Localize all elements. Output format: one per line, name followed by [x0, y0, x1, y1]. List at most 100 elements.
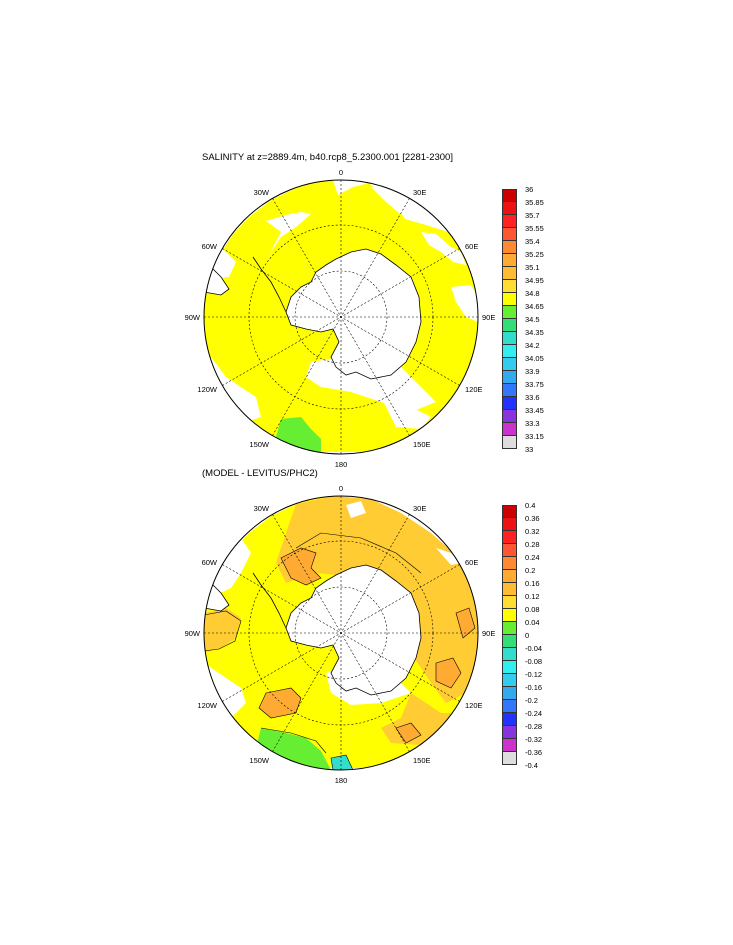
colorbar-swatch [502, 202, 517, 215]
map-border [203, 495, 479, 771]
colorbar-row: 0.04 [502, 618, 562, 635]
colorbar-tick: 35.55 [525, 224, 544, 233]
colorbar-swatch [502, 557, 517, 570]
missing-data [451, 285, 478, 322]
contour-line [295, 532, 422, 574]
colorbar: 0.4 0.36 0.32 0.28 0.24 0.2 0.16 0.12 0.08 0.04 0 -… [502, 501, 562, 770]
colorbar-tick: 34.65 [525, 302, 544, 311]
colorbar-swatch [502, 293, 517, 306]
colorbar-swatch [502, 739, 517, 752]
colorbar-tick: 33 [525, 445, 534, 454]
colorbar-row: 33.3 [502, 419, 562, 436]
colorbar-swatch [502, 648, 517, 661]
colorbar-row: 0.36 [502, 514, 562, 531]
salinity-panel: SALINITY at z=2889.4m, b40.rcp8_5.2300.0… [0, 152, 733, 469]
colorbar-swatch [502, 397, 517, 410]
missing-data [204, 663, 246, 718]
colorbar-swatch [502, 241, 517, 254]
colorbar-swatch [502, 726, 517, 739]
colorbar-swatch [502, 635, 517, 648]
polar-map: 0 180 90W 90E 30W 60W 120W 150W 30E 60E … [185, 484, 496, 785]
colorbar-swatch [502, 531, 517, 544]
colorbar-row: 36 [502, 185, 562, 202]
colorbar-tick: 33.45 [525, 406, 544, 415]
colorbar-row: 0 [502, 631, 562, 648]
map-border [203, 179, 479, 455]
colorbar-tick: 0 [525, 631, 530, 640]
colorbar-swatch [502, 423, 517, 436]
colorbar-swatch [502, 583, 517, 596]
colorbar-tick: 34.2 [525, 341, 540, 350]
colorbar-tick: -0.04 [525, 644, 543, 653]
colorbar-row: 35.55 [502, 224, 562, 241]
colorbar-tick: -0.28 [525, 722, 543, 731]
colorbar-swatch [502, 254, 517, 267]
colorbar-row: 34.95 [502, 276, 562, 293]
colorbar-swatch [502, 713, 517, 726]
colorbar-tick: 0.36 [525, 514, 540, 523]
missing-data [204, 538, 251, 595]
colorbar-swatch [502, 622, 517, 635]
lon-label-0: 0 [339, 168, 343, 177]
colorbar-row: 0.2 [502, 566, 562, 583]
colorbar-tick: -0.24 [525, 709, 543, 718]
lon-label-120e: 120E [465, 385, 483, 394]
colorbar-swatch [502, 306, 517, 319]
colorbar-tick: 35.25 [525, 250, 544, 259]
colorbar-tick: -0.32 [525, 735, 543, 744]
positive-anomaly [204, 608, 241, 653]
colorbar-row: 33.6 [502, 393, 562, 410]
lon-label-180: 180 [335, 776, 348, 785]
colorbar-row: 35.1 [502, 263, 562, 280]
colorbar-tick: 33.3 [525, 419, 540, 428]
lon-label-60w: 60W [202, 558, 218, 567]
lon-label-90e: 90E [482, 629, 495, 638]
colorbar-swatch [502, 518, 517, 531]
lon-label-60e: 60E [465, 558, 478, 567]
colorbar-tick: 34.5 [525, 315, 540, 324]
colorbar-swatch [502, 371, 517, 384]
colorbar-tick: 34.05 [525, 354, 544, 363]
colorbar-row: 35.4 [502, 237, 562, 254]
colorbar-row: 0.08 [502, 605, 562, 622]
colorbar-swatch [502, 544, 517, 557]
colorbar-swatch [502, 384, 517, 397]
colorbar-swatch [502, 215, 517, 228]
colorbar-row: 0.12 [502, 592, 562, 609]
colorbar-swatch [502, 358, 517, 371]
lon-label-120e: 120E [465, 701, 483, 710]
strong-positive-anomaly [258, 687, 302, 719]
colorbar-swatch [502, 410, 517, 423]
colorbar-swatch [502, 505, 517, 518]
colorbar-tick: -0.4 [525, 761, 538, 770]
colorbar-row: -0.24 [502, 709, 562, 726]
lon-label-30e: 30E [413, 504, 426, 513]
colorbar-swatch [502, 687, 517, 700]
colorbar-row: 33.75 [502, 380, 562, 397]
colorbar-row: -0.12 [502, 670, 562, 687]
colorbar-tick: 35.85 [525, 198, 544, 207]
colorbar-tick: 0.24 [525, 553, 540, 562]
antarctic-peninsula [252, 572, 287, 629]
panel-title: (MODEL - LEVITUS/PHC2) [202, 468, 318, 479]
panel-title: SALINITY at z=2889.4m, b40.rcp8_5.2300.0… [202, 152, 453, 163]
colorbar-swatch [502, 436, 517, 449]
colorbar-swatch [502, 570, 517, 583]
missing-data [436, 548, 461, 565]
colorbar-tick: 35.7 [525, 211, 540, 220]
colorbar-row: -0.2 [502, 696, 562, 713]
lon-label-30w: 30W [254, 504, 270, 513]
colorbar-swatch [502, 596, 517, 609]
lon-label-90w: 90W [185, 629, 201, 638]
colorbar-swatch [502, 319, 517, 332]
colorbar-swatch [502, 280, 517, 293]
colorbar-row: -0.32 [502, 735, 562, 752]
colorbar-row: 34.05 [502, 354, 562, 371]
antarctica-landmass [285, 248, 422, 380]
colorbar-tick: 0.04 [525, 618, 540, 627]
missing-data [204, 357, 261, 422]
colorbar-row: 0.32 [502, 527, 562, 544]
colorbar-tick: 36 [525, 185, 534, 194]
colorbar-tick: 0.16 [525, 579, 540, 588]
colorbar-row: 0.4 [502, 501, 562, 518]
